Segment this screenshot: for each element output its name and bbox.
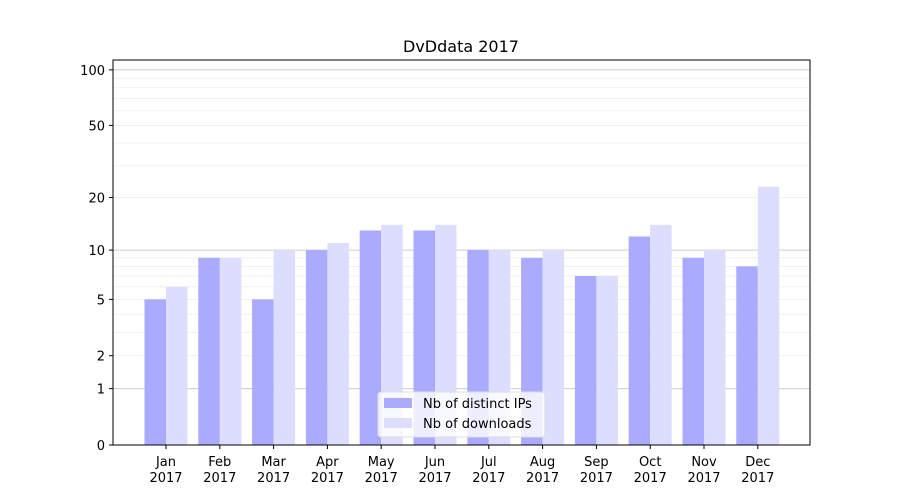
bar-downloads bbox=[596, 275, 618, 445]
bar-distinct-ips bbox=[682, 257, 704, 445]
bar-distinct-ips bbox=[359, 230, 382, 445]
bar-distinct-ips bbox=[628, 236, 651, 445]
x-tick-label: May bbox=[368, 455, 395, 470]
axes-frame bbox=[112, 59, 811, 446]
x-tick-label: 2017 bbox=[687, 471, 720, 486]
legend: Nb of distinct IPs Nb of downloads bbox=[377, 391, 546, 438]
bar-downloads bbox=[273, 250, 296, 445]
bar-downloads bbox=[166, 286, 188, 445]
x-tick-label: 2017 bbox=[257, 471, 290, 486]
bar-distinct-ips bbox=[252, 299, 274, 445]
x-tick-label: 2017 bbox=[472, 471, 505, 486]
bar-distinct-ips bbox=[305, 250, 328, 445]
bar-distinct-ips bbox=[198, 257, 220, 445]
bar-downloads bbox=[327, 243, 349, 445]
y-tick-label: 100 bbox=[80, 64, 105, 79]
bar-distinct-ips bbox=[574, 275, 597, 445]
x-tick-label: 2017 bbox=[149, 471, 182, 486]
legend-label: Nb of downloads bbox=[423, 417, 532, 432]
x-tick-label: 2017 bbox=[741, 471, 774, 486]
x-tick-label: Aug bbox=[530, 455, 555, 470]
x-tick-label: 2017 bbox=[365, 471, 398, 486]
bar-downloads bbox=[650, 224, 672, 445]
x-tick-label: Nov bbox=[691, 455, 717, 470]
x-tick-label: Jul bbox=[480, 455, 497, 470]
y-tick-label: 1 bbox=[97, 383, 105, 398]
legend-label: Nb of distinct IPs bbox=[423, 397, 532, 412]
bar-downloads bbox=[219, 257, 242, 445]
x-tick-label: Mar bbox=[261, 455, 286, 470]
bar-downloads bbox=[757, 186, 780, 446]
x-tick-label: 2017 bbox=[418, 471, 451, 486]
bar-distinct-ips bbox=[144, 299, 166, 445]
x-tick-label: Apr bbox=[316, 455, 339, 470]
x-tick-label: Oct bbox=[639, 455, 661, 470]
x-tick-label: 2017 bbox=[203, 471, 236, 486]
legend-box bbox=[377, 391, 546, 438]
bar-distinct-ips bbox=[736, 266, 758, 445]
y-tick-label: 50 bbox=[88, 119, 105, 134]
legend-swatch bbox=[384, 418, 412, 428]
chart-title: DvDdata 2017 bbox=[403, 37, 519, 56]
x-tick-label: Dec bbox=[745, 455, 770, 470]
y-tick-label: 2 bbox=[97, 350, 105, 365]
bar-distinct-ips bbox=[413, 230, 435, 445]
y-tick-label: 0 bbox=[97, 439, 105, 454]
x-tick-label: 2017 bbox=[634, 471, 667, 486]
x-tick-label: Jun bbox=[424, 455, 445, 470]
legend-swatch bbox=[384, 398, 412, 408]
x-tick-label: Sep bbox=[584, 455, 609, 470]
bar-downloads bbox=[542, 250, 565, 445]
y-tick-label: 10 bbox=[88, 244, 105, 259]
y-tick-label: 5 bbox=[97, 293, 105, 308]
x-tick-label: 2017 bbox=[311, 471, 344, 486]
x-tick-label: Feb bbox=[208, 455, 231, 470]
x-tick-label: 2017 bbox=[580, 471, 613, 486]
bar-downloads bbox=[435, 224, 457, 445]
bar-downloads bbox=[704, 250, 726, 445]
x-tick-label: Jan bbox=[155, 455, 176, 470]
bar-downloads bbox=[381, 224, 403, 445]
x-tick-label: 2017 bbox=[526, 471, 559, 486]
y-tick-label: 20 bbox=[88, 192, 105, 207]
